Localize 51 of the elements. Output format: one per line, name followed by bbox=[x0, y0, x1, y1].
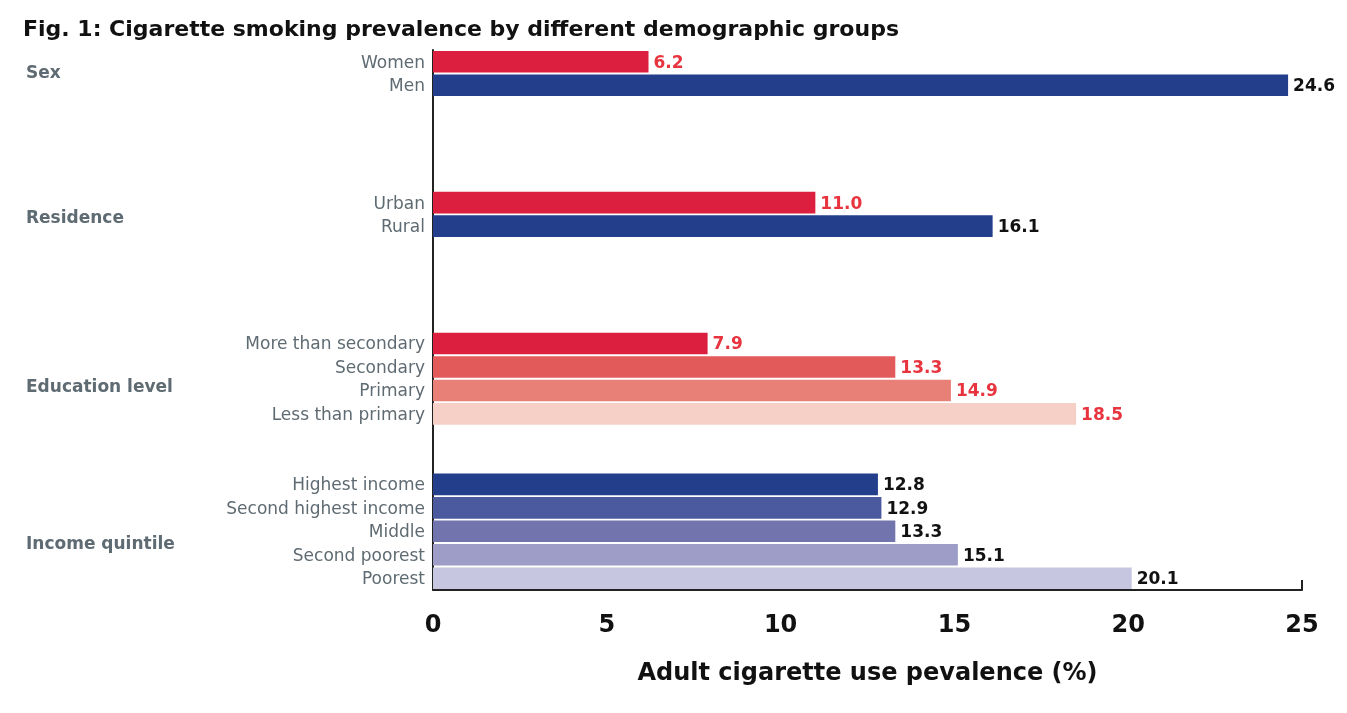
x-tick-label: 20 bbox=[1111, 610, 1145, 638]
bar bbox=[433, 379, 951, 402]
y-tick-label: Men bbox=[389, 75, 425, 96]
data-label: 12.9 bbox=[886, 497, 929, 518]
data-label: 6.2 bbox=[653, 51, 684, 72]
data-label: 18.5 bbox=[1081, 403, 1124, 424]
y-tick-label: Women bbox=[360, 51, 425, 72]
data-label: 13.3 bbox=[900, 521, 943, 542]
text: Income quintile bbox=[26, 533, 175, 554]
y-tick-label: Highest income bbox=[292, 474, 425, 495]
data-label: 16.1 bbox=[997, 216, 1040, 237]
bar bbox=[433, 473, 878, 496]
y-tick-label: Primary bbox=[359, 380, 425, 401]
bar bbox=[433, 191, 816, 214]
y-tick-label: Urban bbox=[373, 192, 425, 213]
x-tick-label: 5 bbox=[598, 610, 616, 638]
x-tick-label: 10 bbox=[763, 610, 798, 638]
data-label: 13.3 bbox=[900, 356, 943, 377]
data-label: 20.1 bbox=[1136, 568, 1179, 589]
y-tick-label: Poorest bbox=[361, 568, 426, 589]
bar bbox=[433, 403, 1077, 425]
y-tick-label: More than secondary bbox=[245, 333, 425, 354]
bar bbox=[433, 567, 1132, 590]
x-tick-label: 15 bbox=[937, 610, 972, 638]
x-tick-label: 0 bbox=[424, 610, 442, 638]
text: Sex bbox=[26, 61, 61, 82]
x-tick-label: 25 bbox=[1285, 610, 1319, 638]
y-tick-label: Rural bbox=[381, 216, 425, 237]
y-tick-label: Secondary bbox=[334, 356, 425, 377]
data-label: 12.8 bbox=[882, 474, 925, 495]
data-label: 7.9 bbox=[712, 333, 743, 354]
bar bbox=[433, 356, 896, 378]
bar bbox=[433, 543, 958, 566]
bar bbox=[433, 74, 1289, 97]
text: Residence bbox=[26, 206, 124, 227]
bar bbox=[433, 520, 896, 543]
y-tick-label: Middle bbox=[368, 521, 425, 542]
bar bbox=[433, 497, 882, 519]
text: Education level bbox=[26, 375, 173, 396]
data-label: 11.0 bbox=[820, 192, 863, 213]
y-tick-label: Less than primary bbox=[271, 403, 425, 424]
x-axis-title: Adult cigarette use pevalence (%) bbox=[637, 658, 1098, 686]
data-label: 24.6 bbox=[1293, 75, 1336, 96]
bar bbox=[433, 215, 993, 237]
y-tick-label: Second poorest bbox=[292, 544, 426, 565]
chart-title: Fig. 1: Cigarette smoking prevalence by different demographic groups bbox=[23, 15, 899, 41]
bar bbox=[433, 50, 649, 73]
data-label: 15.1 bbox=[962, 544, 1005, 565]
data-label: 14.9 bbox=[955, 380, 998, 401]
y-tick-label: Second highest income bbox=[226, 497, 425, 518]
bar bbox=[433, 332, 708, 355]
